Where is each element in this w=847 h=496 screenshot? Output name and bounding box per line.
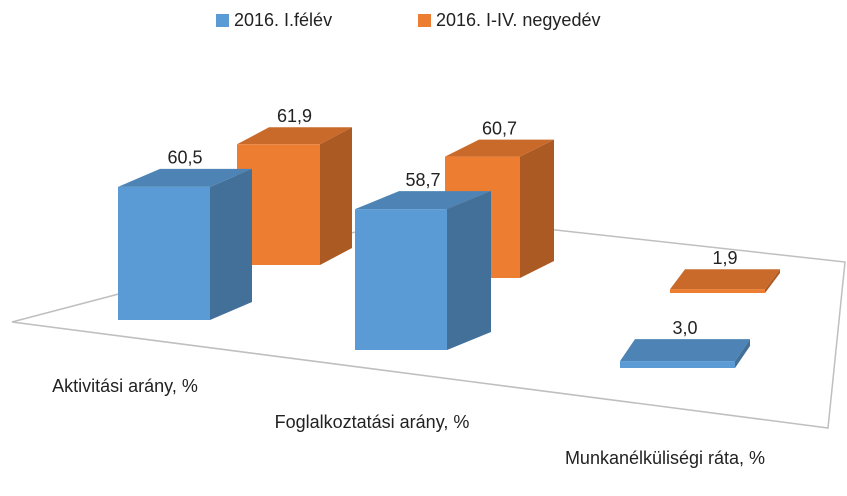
legend-label: 2016. I.félév: [234, 10, 332, 30]
bar-front: [620, 361, 735, 368]
bar-side: [520, 139, 554, 278]
value-label: 61,9: [277, 106, 312, 126]
bar-top: [355, 191, 491, 210]
category-label: Munkanélküliségi ráta, %: [564, 448, 766, 468]
value-label: 58,7: [405, 170, 440, 190]
bar-top: [237, 127, 352, 145]
bar-side: [735, 339, 750, 368]
category-label: Foglalkoztatási arány, %: [274, 412, 470, 432]
value-label: 3,0: [672, 318, 697, 338]
bar-top: [670, 269, 780, 290]
bar-top: [118, 168, 252, 187]
bar-top: [620, 339, 750, 362]
legend-label: 2016. I-IV. negyedév: [436, 10, 600, 30]
bar-front: [355, 209, 447, 350]
bar-side: [447, 191, 491, 350]
value-label: 1,9: [712, 248, 737, 268]
value-label: 60,7: [482, 118, 517, 138]
bar-side: [210, 168, 252, 320]
bar-side: [320, 127, 352, 265]
legend-swatch: [216, 14, 229, 27]
bar-top: [445, 139, 554, 157]
category-label: Aktivitási arány, %: [52, 376, 198, 396]
legend-swatch: [418, 14, 431, 27]
bar-front: [670, 289, 765, 293]
bar-front: [118, 186, 210, 320]
value-label: 60,5: [167, 148, 202, 168]
bar-side: [765, 269, 780, 293]
